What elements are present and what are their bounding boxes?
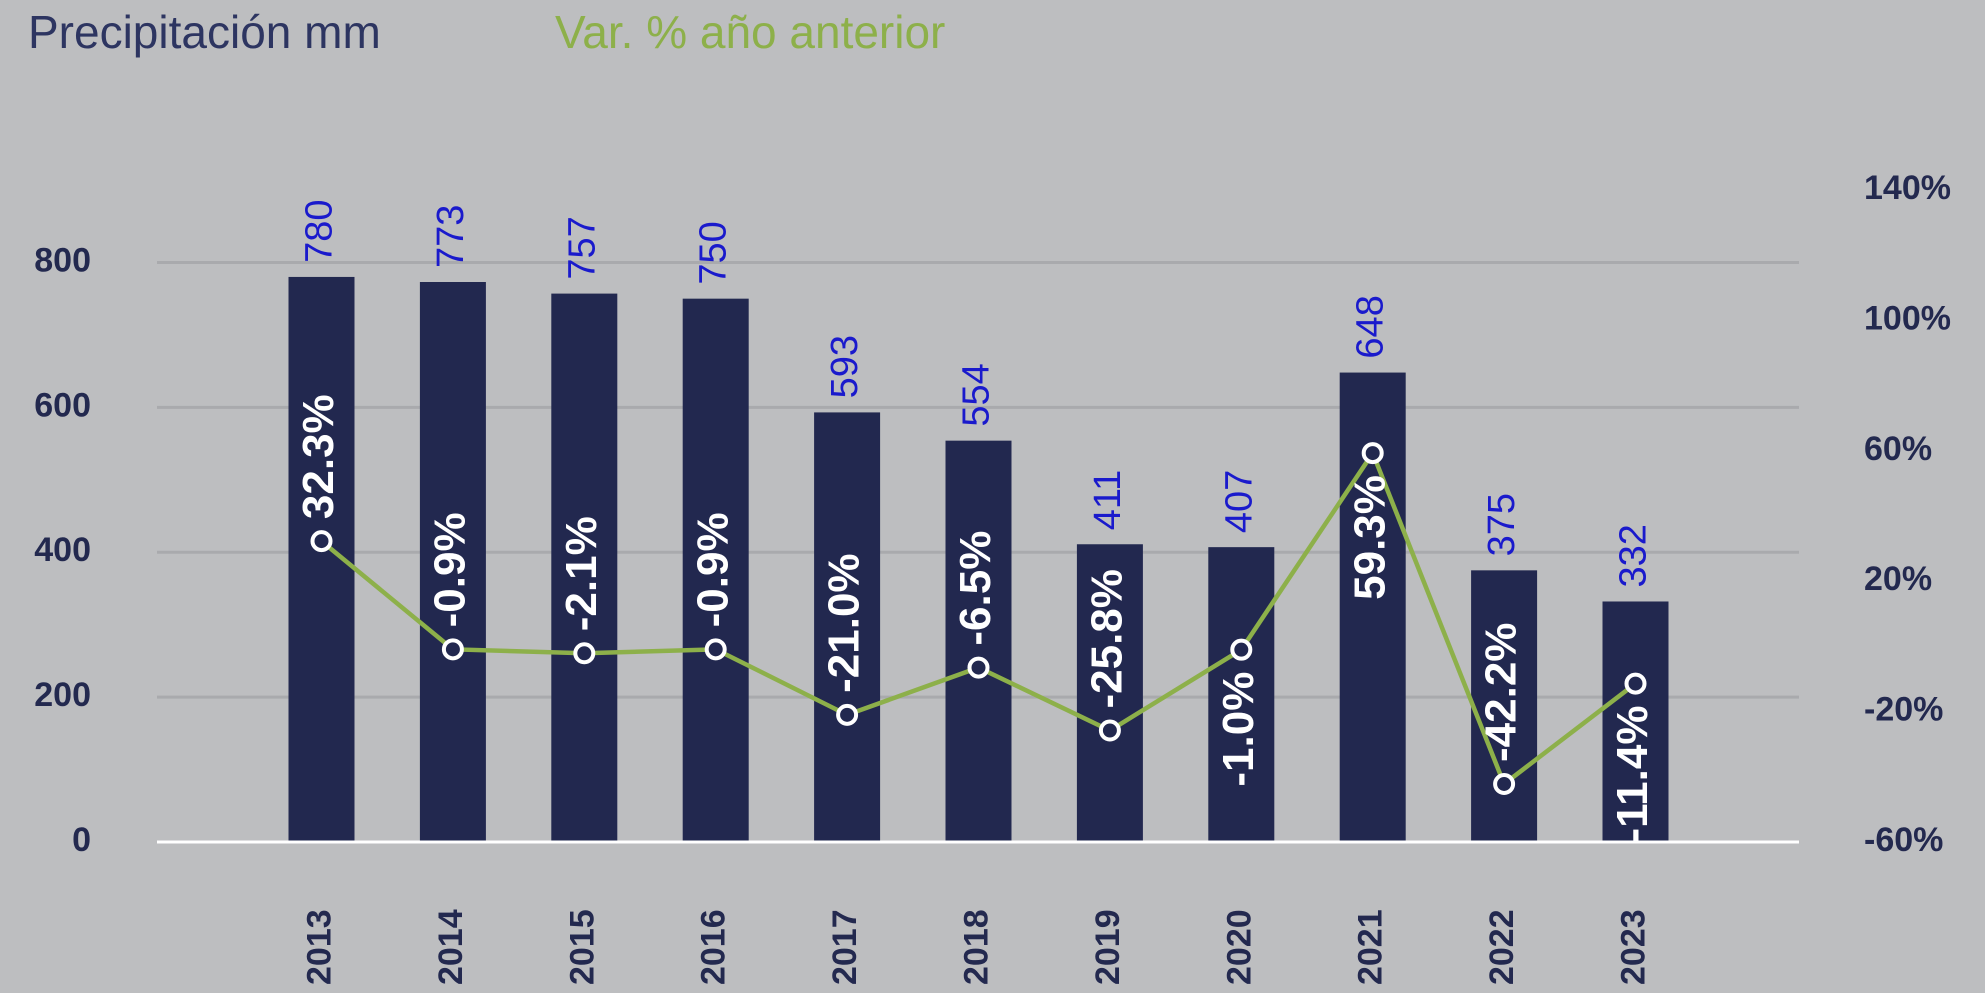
bar-value-label: 773	[430, 205, 472, 268]
line-value-label: -6.5%	[951, 531, 1000, 646]
line-value-label: -11.4%	[1608, 706, 1657, 843]
bar-value-label: 648	[1350, 295, 1392, 358]
line-value-label: -1.0%	[1214, 672, 1263, 787]
line-marker	[573, 642, 596, 665]
bar	[682, 298, 749, 843]
line-value-label: -0.9%	[688, 512, 737, 627]
bar-value-label: 332	[1613, 524, 1655, 587]
x-tick-label: 2018	[957, 909, 995, 985]
bar	[1076, 544, 1143, 842]
line-value-label: -21.0%	[820, 553, 869, 692]
y-tick-label: 200	[34, 676, 91, 714]
line-value-label: 32.3%	[294, 394, 343, 519]
line-marker	[441, 638, 464, 661]
x-tick-label: 2013	[300, 909, 338, 985]
bar-value-label: 407	[1218, 470, 1260, 533]
line-marker	[1624, 672, 1647, 695]
line-marker	[1230, 638, 1253, 661]
y2-tick-label: 100%	[1864, 299, 1951, 337]
bar-value-label: 593	[824, 335, 866, 398]
line-marker	[310, 530, 333, 553]
y2-tick-label: 60%	[1864, 430, 1932, 468]
line-marker	[967, 656, 990, 679]
x-tick-label: 2022	[1483, 909, 1521, 985]
x-tick-label: 2016	[695, 909, 733, 985]
bar-value-label: 554	[956, 363, 998, 426]
bar	[1208, 547, 1275, 842]
x-tick-label: 2021	[1352, 909, 1390, 985]
y-tick-label: 0	[72, 821, 91, 859]
line-value-label: 59.3%	[1345, 475, 1394, 600]
line-value-label: -42.2%	[1477, 623, 1526, 762]
bar-value-label: 757	[561, 216, 603, 279]
line-value-label: -25.8%	[1083, 569, 1132, 708]
bar-value-label: 411	[1087, 470, 1129, 531]
bar	[945, 440, 1012, 842]
bar-value-label: 780	[299, 200, 341, 263]
y-tick-label: 400	[34, 531, 91, 569]
bar	[551, 293, 618, 842]
bar-value-label: 375	[1481, 493, 1523, 556]
y2-tick-label: 140%	[1864, 169, 1951, 207]
y2-tick-label: -60%	[1864, 821, 1943, 859]
line-marker	[1098, 719, 1121, 742]
bar	[1602, 601, 1669, 842]
bar	[814, 412, 881, 842]
y-tick-label: 600	[34, 386, 91, 424]
y2-tick-label: 20%	[1864, 560, 1932, 598]
chart-subtitle: Var. % año anterior	[555, 6, 945, 58]
line-marker	[704, 638, 727, 661]
x-tick-label: 2023	[1614, 909, 1652, 985]
line-marker	[1361, 442, 1384, 465]
x-tick-label: 2014	[432, 909, 470, 985]
x-tick-label: 2020	[1220, 909, 1258, 985]
line-value-label: -0.9%	[426, 512, 475, 627]
line-marker	[1493, 772, 1516, 795]
line-marker	[836, 703, 859, 726]
bar	[419, 282, 486, 842]
x-tick-label: 2015	[563, 909, 601, 985]
bar-value-label: 750	[693, 221, 735, 284]
chart-title: Precipitación mm	[28, 6, 381, 58]
x-tick-label: 2019	[1089, 909, 1127, 985]
line-value-label: -2.1%	[557, 516, 606, 631]
x-tick-label: 2017	[826, 909, 864, 985]
y2-tick-label: -20%	[1864, 691, 1943, 729]
y-tick-label: 800	[34, 241, 91, 279]
bar	[1471, 570, 1538, 842]
